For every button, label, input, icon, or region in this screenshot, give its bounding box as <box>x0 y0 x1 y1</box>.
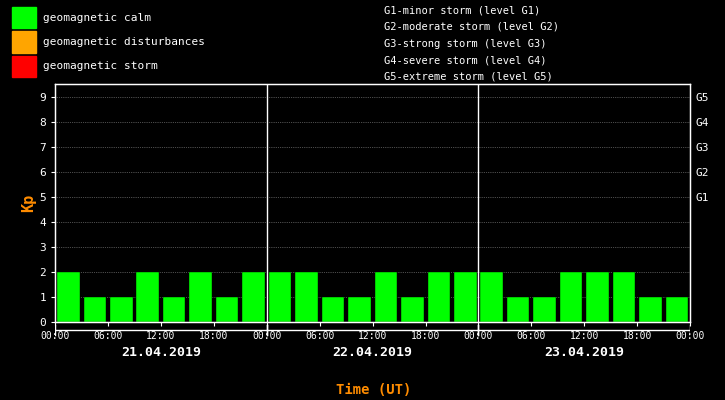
Bar <box>507 297 529 322</box>
Bar <box>189 272 212 322</box>
Bar <box>12 31 36 53</box>
Text: G3-strong storm (level G3): G3-strong storm (level G3) <box>384 38 547 48</box>
Bar <box>163 297 186 322</box>
Bar <box>12 7 36 28</box>
Bar <box>269 272 291 322</box>
Text: G5-extreme storm (level G5): G5-extreme storm (level G5) <box>384 72 552 82</box>
Bar <box>348 297 370 322</box>
Bar <box>57 272 80 322</box>
Text: geomagnetic disturbances: geomagnetic disturbances <box>43 37 204 47</box>
Text: G2-moderate storm (level G2): G2-moderate storm (level G2) <box>384 22 559 32</box>
Bar <box>322 297 344 322</box>
Bar <box>666 297 688 322</box>
Bar <box>639 297 662 322</box>
Bar <box>613 272 635 322</box>
Text: geomagnetic storm: geomagnetic storm <box>43 61 157 71</box>
Bar <box>481 272 503 322</box>
Bar <box>534 297 556 322</box>
Bar <box>454 272 476 322</box>
Text: geomagnetic calm: geomagnetic calm <box>43 13 151 23</box>
Bar <box>428 272 450 322</box>
Bar <box>216 297 239 322</box>
Text: 21.04.2019: 21.04.2019 <box>121 346 201 358</box>
Bar <box>110 297 133 322</box>
Text: 23.04.2019: 23.04.2019 <box>544 346 624 358</box>
Text: G4-severe storm (level G4): G4-severe storm (level G4) <box>384 55 547 65</box>
Text: G1-minor storm (level G1): G1-minor storm (level G1) <box>384 5 540 15</box>
Bar <box>375 272 397 322</box>
Bar <box>295 272 318 322</box>
Bar <box>560 272 582 322</box>
Bar <box>12 56 36 77</box>
Y-axis label: Kp: Kp <box>22 194 36 212</box>
Bar <box>587 272 609 322</box>
Text: 22.04.2019: 22.04.2019 <box>333 346 413 358</box>
Bar <box>136 272 159 322</box>
Bar <box>242 272 265 322</box>
Bar <box>83 297 106 322</box>
Bar <box>401 297 423 322</box>
Text: Time (UT): Time (UT) <box>336 383 411 397</box>
